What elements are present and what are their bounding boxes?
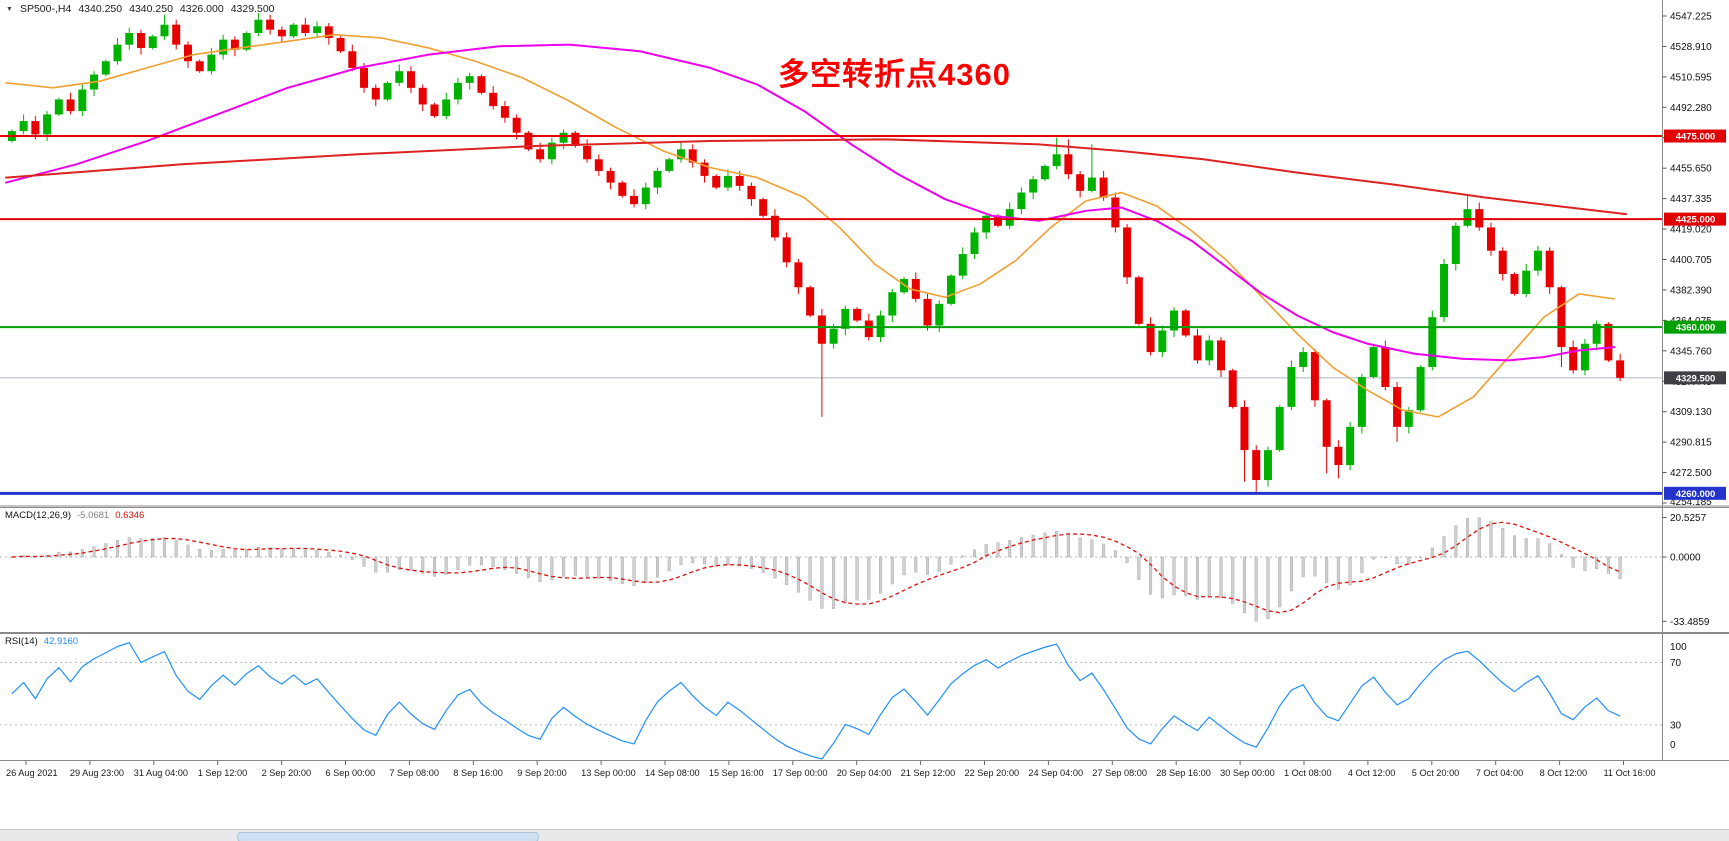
date-label: 13 Sep 00:00: [581, 768, 636, 778]
price-tick-label: 4254.185: [1670, 497, 1712, 507]
date-label: 26 Aug 2021: [6, 768, 58, 778]
date-label: 14 Sep 08:00: [645, 768, 700, 778]
price-tick-label: 4400.705: [1670, 255, 1712, 266]
macd-signal-value: 0.6346: [115, 510, 145, 521]
macd-main-value: -5.0681: [77, 510, 110, 521]
ohlc-open: 4340.250: [78, 3, 123, 15]
price-tick-label: 4290.815: [1670, 438, 1712, 449]
date-label: 30 Sep 00:00: [1220, 768, 1275, 778]
date-label: 5 Oct 20:00: [1412, 768, 1460, 778]
price-tag-4329.500: [1664, 371, 1726, 385]
rsi-tick-label: 100: [1670, 642, 1687, 653]
price-tick-label: 4528.910: [1670, 42, 1712, 53]
price-tick-label: 4419.020: [1670, 225, 1712, 236]
svg-text:4360.000: 4360.000: [1676, 323, 1716, 334]
svg-text:4329.500: 4329.500: [1676, 373, 1716, 384]
date-label: 15 Sep 16:00: [709, 768, 764, 778]
date-label: 2 Sep 20:00: [262, 768, 312, 778]
price-tag-4260.000: [1664, 486, 1726, 500]
macd-histogram: [10, 517, 1622, 622]
date-label: 1 Sep 12:00: [198, 768, 248, 778]
date-label: 17 Sep 00:00: [773, 768, 828, 778]
rsi-line: [11, 642, 1621, 760]
price-tick-label: 4272.500: [1670, 468, 1712, 479]
macd-label: MACD(12,26,9) -5.0681 0.6346: [5, 510, 144, 521]
macd-tick-label: 20.5257: [1670, 513, 1707, 524]
price-tag-4360.000: [1664, 320, 1726, 334]
date-label: 9 Sep 20:00: [517, 768, 567, 778]
date-label: 24 Sep 04:00: [1028, 768, 1083, 778]
symbol-info: ▼ SP500-,H4 4340.250 4340.250 4326.000 4…: [6, 3, 275, 15]
rsi-tick-label: 30: [1670, 720, 1682, 731]
price-tick-label: 4309.130: [1670, 407, 1712, 418]
svg-text:4425.000: 4425.000: [1676, 215, 1716, 226]
date-label: 27 Sep 08:00: [1092, 768, 1147, 778]
price-tick-label: 4382.390: [1670, 285, 1712, 296]
svg-text:4475.000: 4475.000: [1676, 132, 1716, 143]
date-label: 21 Sep 12:00: [901, 768, 956, 778]
rsi-pane[interactable]: 100 70 30 0: [0, 633, 1729, 760]
date-label: 6 Sep 00:00: [326, 768, 376, 778]
date-label: 1 Oct 08:00: [1284, 768, 1332, 778]
horizontal-scrollbar-thumb[interactable]: [237, 832, 539, 841]
price-tick-label: 4492.280: [1670, 103, 1712, 114]
date-label: 29 Aug 23:00: [70, 768, 124, 778]
rsi-value: 42.9160: [43, 636, 79, 647]
price-tag-4475.000: [1664, 129, 1726, 143]
macd-pane[interactable]: 20.5257 0.0000 -33.4859: [0, 507, 1729, 633]
price-pane[interactable]: 4547.2254528.9104510.5954492.2804473.965…: [0, 0, 1729, 507]
ohlc-high: 4340.250: [129, 3, 173, 15]
macd-signal-line: [11, 521, 1621, 614]
date-label: 31 Aug 04:00: [134, 768, 188, 778]
rsi-tick-label: 0: [1670, 740, 1676, 751]
ma-line-mid: [5, 43, 1616, 362]
price-tick-label: 4437.335: [1670, 194, 1712, 205]
date-label: 20 Sep 04:00: [837, 768, 892, 778]
date-label: 11 Oct 16:00: [1604, 768, 1656, 778]
price-tick-label: 4455.650: [1670, 164, 1712, 175]
symbol-timeframe-label: SP500-,H4: [19, 3, 72, 15]
rsi-tick-label: 70: [1670, 658, 1682, 669]
macd-tick-label: -33.4859: [1670, 617, 1710, 628]
annotation-text: 多空转折点4360: [778, 57, 1011, 92]
rsi-name: RSI(14): [5, 636, 38, 647]
date-label: 7 Oct 04:00: [1476, 768, 1524, 778]
price-tick-label: 4510.595: [1670, 72, 1712, 83]
macd-tick-label: 0.0000: [1670, 553, 1701, 564]
ma-line-fast: [5, 33, 1616, 418]
ohlc-low: 4326.000: [179, 3, 224, 15]
price-tag-4425.000: [1664, 212, 1726, 226]
ohlc-close: 4329.500: [230, 3, 275, 15]
date-label: 28 Sep 16:00: [1156, 768, 1211, 778]
svg-text:4260.000: 4260.000: [1676, 489, 1716, 500]
price-tick-label: 4547.225: [1670, 12, 1712, 23]
macd-name: MACD(12,26,9): [5, 510, 71, 521]
date-label: 4 Oct 12:00: [1348, 768, 1396, 778]
date-label: 7 Sep 08:00: [389, 768, 439, 778]
time-axis[interactable]: 26 Aug 2021 29 Aug 23:00 31 Aug 04:00 1 Sep…: [0, 760, 1729, 786]
date-label: 8 Oct 12:00: [1540, 768, 1588, 778]
price-tick-label: 4345.760: [1670, 346, 1712, 357]
rsi-label: RSI(14) 42.9160: [5, 636, 78, 647]
status-strip: [0, 829, 1729, 841]
date-label: 22 Sep 20:00: [965, 768, 1020, 778]
symbol-marker-icon: ▼: [6, 5, 13, 13]
date-label: 8 Sep 16:00: [453, 768, 503, 778]
ma-line-slow: [5, 138, 1627, 216]
